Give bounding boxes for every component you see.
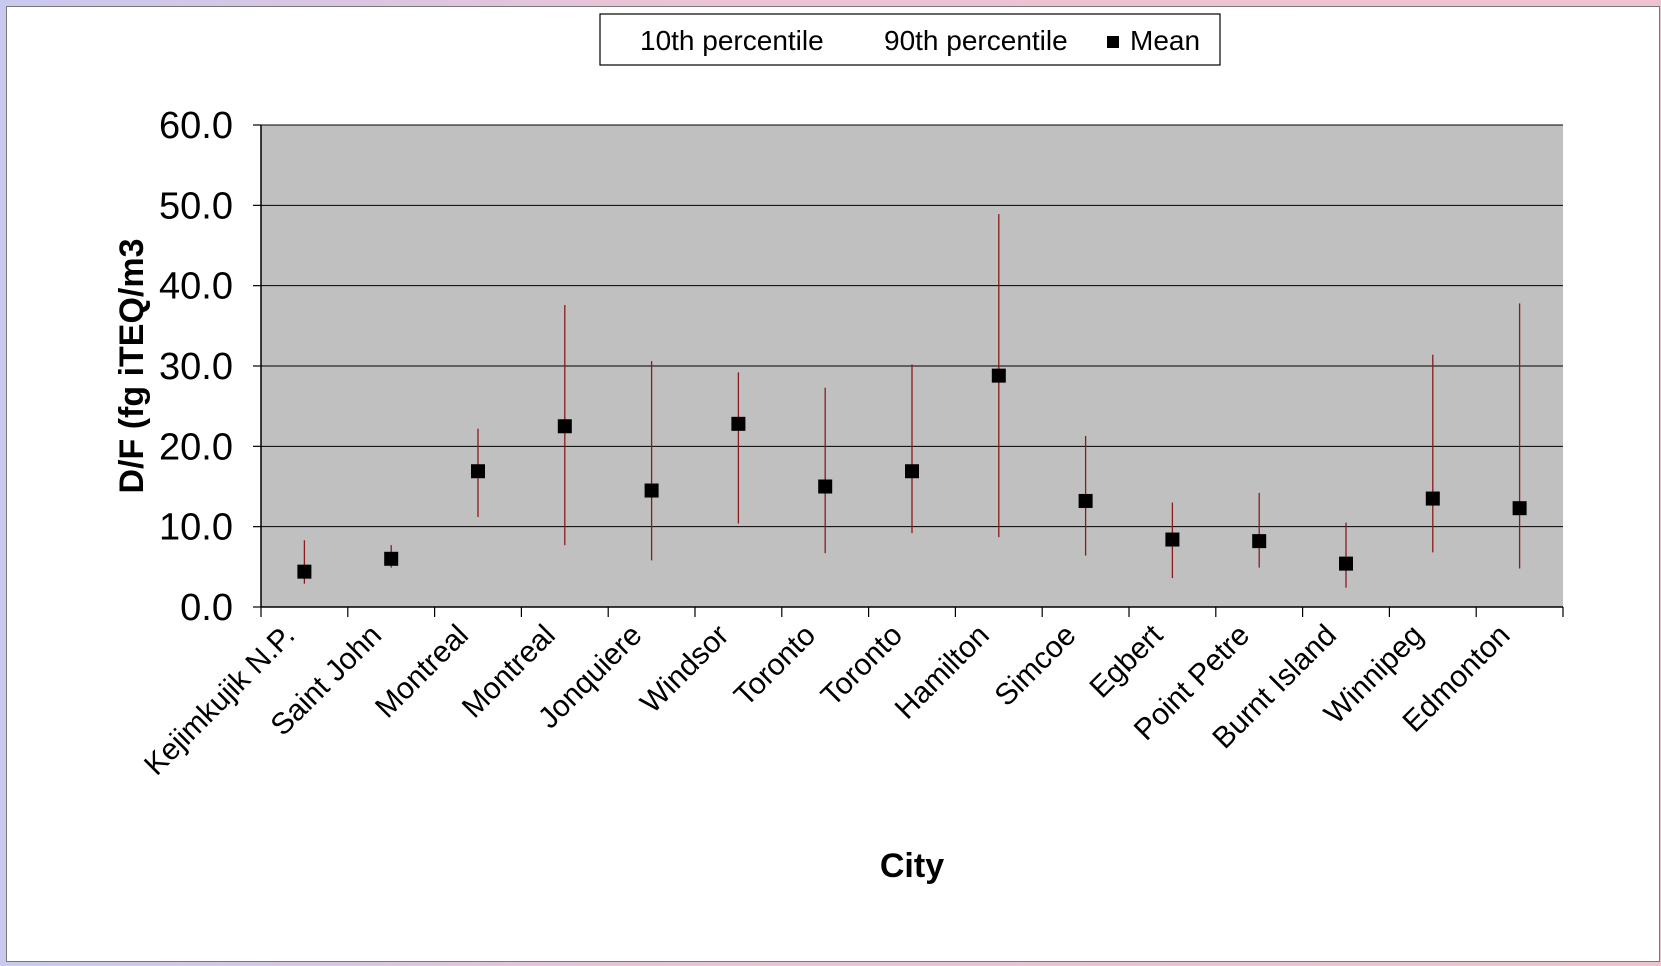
axes xyxy=(253,124,1564,617)
mean-marker xyxy=(991,368,1006,383)
mean-marker xyxy=(297,564,312,579)
mean-marker xyxy=(471,464,485,479)
x-category-label: Hamilton xyxy=(889,619,996,726)
y-tick-label: 0.0 xyxy=(180,587,233,629)
mean-marker xyxy=(905,464,919,479)
dioxin-furan-chart: 10th percentile 90th percentile Mean 0.0… xyxy=(113,13,1564,885)
mean-marker xyxy=(1165,532,1180,547)
mean-marker xyxy=(557,419,572,434)
legend-label-p90: 90th percentile xyxy=(884,25,1068,56)
x-category-label: Windsor xyxy=(634,619,735,720)
y-axis-title: D/F (fg iTEQ/m3 xyxy=(113,239,151,494)
mean-marker xyxy=(1425,491,1440,506)
mean-marker xyxy=(1252,534,1267,549)
y-tick-label: 20.0 xyxy=(159,426,233,468)
legend-label-mean: Mean xyxy=(1130,25,1200,56)
mean-marker xyxy=(384,551,399,566)
mean-marker xyxy=(1512,501,1527,516)
x-axis-title: City xyxy=(880,847,944,885)
y-tick-label: 30.0 xyxy=(159,346,233,388)
mean-marker xyxy=(731,416,746,431)
mean-marker xyxy=(818,479,833,494)
mean-marker xyxy=(1339,556,1353,571)
mean-marker xyxy=(1078,493,1093,508)
x-category-label: Toronto xyxy=(728,619,822,713)
y-tick-label: 40.0 xyxy=(159,266,233,308)
legend-label-p10: 10th percentile xyxy=(640,25,824,56)
x-category-label: Egbert xyxy=(1084,618,1170,704)
data-marks xyxy=(297,214,1527,588)
x-category-label: Simcoe xyxy=(988,619,1082,713)
mean-marker xyxy=(644,483,659,498)
legend-mean-marker xyxy=(1107,36,1119,48)
x-category-label: Montreal xyxy=(369,619,475,725)
x-category-label: Kejimkujik N.P. xyxy=(138,619,301,782)
chart-frame: 10th percentile 90th percentile Mean 0.0… xyxy=(6,6,1660,962)
y-tick-label: 10.0 xyxy=(159,507,233,549)
y-tick-label: 60.0 xyxy=(159,105,233,147)
y-tick-label: 50.0 xyxy=(159,185,233,227)
